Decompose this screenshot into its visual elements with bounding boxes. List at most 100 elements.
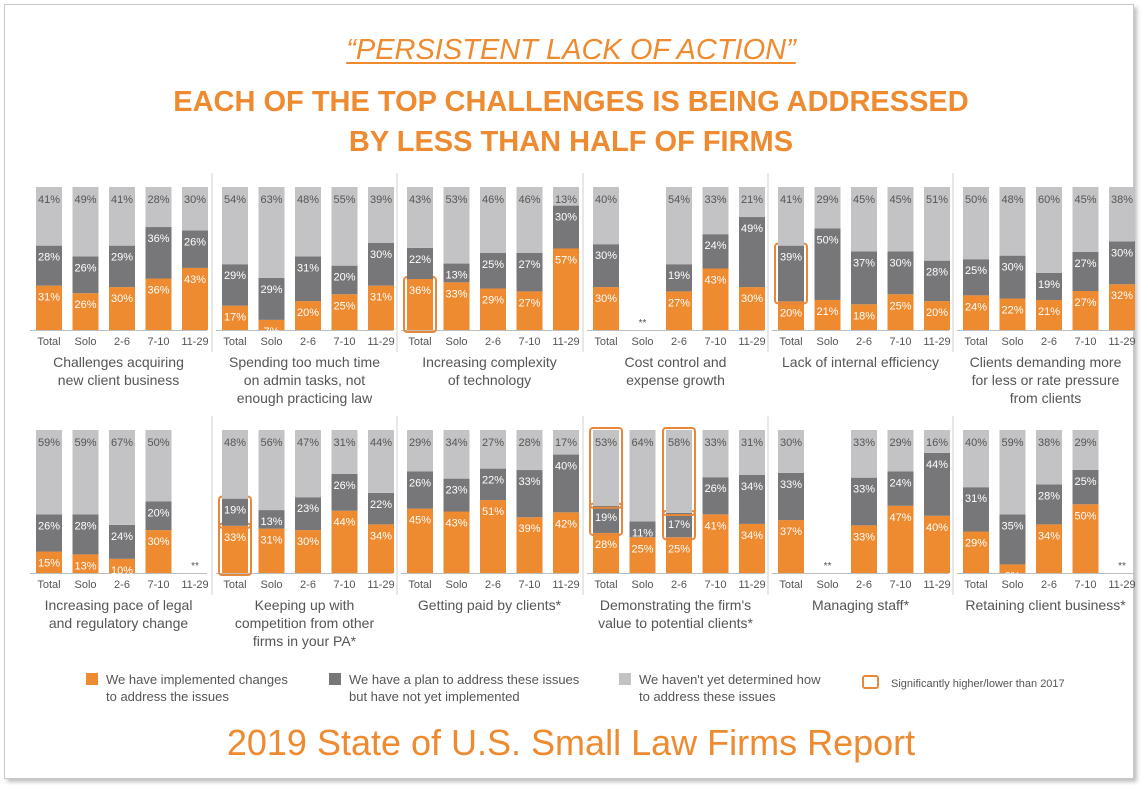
legend-swatch-highlight [862, 675, 879, 689]
insufficient-data-marker: ** [191, 561, 199, 572]
data-label: 41% [111, 194, 133, 206]
data-label: 13% [555, 194, 577, 206]
data-label: 28% [595, 539, 617, 551]
data-label: 29% [965, 538, 987, 550]
bar-segment-implemented [1036, 524, 1062, 573]
category-tick-label: 2-6 [485, 579, 501, 591]
data-label: 19% [595, 512, 617, 524]
data-label: 28% [147, 194, 169, 206]
bar-segment-implemented [963, 295, 989, 330]
category-tick-label: 11-29 [552, 336, 579, 348]
data-label: 25% [631, 543, 653, 555]
data-label: 24% [111, 531, 133, 543]
data-label: 34% [445, 437, 467, 449]
category-tick-label: Solo [816, 336, 838, 348]
bar-segment-implemented [887, 505, 914, 573]
data-label: 27% [482, 437, 504, 449]
data-label: 11% [632, 528, 653, 540]
data-label: 53% [595, 437, 617, 449]
bar-segment-undetermined [182, 187, 208, 231]
data-label: 60% [1038, 194, 1060, 206]
data-label: 24% [965, 301, 987, 313]
bar-segment-undetermined [516, 430, 543, 471]
category-tick-label: Total [779, 336, 802, 348]
data-label: 27% [668, 297, 690, 309]
bar-segment-implemented [1072, 291, 1099, 330]
bar-segment-undetermined [553, 430, 579, 455]
data-label: 30% [1001, 262, 1023, 274]
category-tick-label: 7-10 [889, 579, 911, 591]
data-label: 23% [445, 485, 467, 497]
panel-title: Lack of internal efficiency [782, 354, 939, 370]
data-label: 13% [445, 270, 467, 282]
category-tick-label: 7-10 [518, 336, 540, 348]
data-label: 31% [741, 437, 763, 449]
data-label: 25% [668, 543, 690, 555]
bar-segment-plan [666, 264, 692, 292]
bar-segment-plan [553, 454, 579, 513]
chart-title-line-1: EACH OF THE TOP CHALLENGES IS BEING ADDR… [173, 86, 969, 118]
bar-segment-plan [145, 227, 172, 279]
category-tick-label: 2-6 [114, 336, 130, 348]
data-label: 18% [853, 310, 875, 322]
bar-segment-implemented [593, 532, 619, 573]
category-tick-label: Total [223, 336, 246, 348]
category-tick-label: Total [408, 336, 431, 348]
category-tick-label: Total [964, 579, 987, 591]
bar-segment-undetermined [666, 430, 692, 513]
data-label: 47% [889, 512, 911, 524]
bar-segment-implemented [739, 287, 765, 330]
data-label: 26% [38, 520, 60, 532]
bar-segment-undetermined [295, 187, 321, 257]
category-tick-label: Solo [445, 336, 467, 348]
bar-segment-undetermined [887, 430, 914, 472]
category-tick-label: 11-29 [738, 579, 765, 591]
bar-segment-plan [702, 477, 729, 515]
legend-plan-line-2: but have not yet implemented [349, 689, 520, 704]
bar-segment-implemented [331, 294, 358, 330]
category-tick-label: 7-10 [518, 579, 540, 591]
category-tick-label: 11-29 [367, 336, 394, 348]
bar-segment-implemented [407, 279, 433, 330]
data-label: 30% [297, 536, 319, 548]
category-tick-label: 11-29 [738, 336, 765, 348]
data-label: 30% [370, 249, 392, 261]
legend-plan: We have a plan to address these issues b… [349, 671, 579, 705]
bar-segment-implemented [516, 291, 543, 330]
data-label: 29% [260, 284, 282, 296]
bar-segment-plan [1036, 272, 1062, 300]
data-label: 26% [74, 262, 96, 274]
bar-segment-plan [814, 228, 841, 300]
data-label: 46% [482, 194, 504, 206]
category-tick-label: 11-29 [367, 579, 394, 591]
bar-segment-undetermined [222, 430, 248, 499]
data-label: 20% [147, 508, 169, 520]
data-label: 48% [224, 437, 246, 449]
data-label: 13% [260, 516, 282, 528]
bar-segment-implemented [36, 285, 62, 330]
data-label: 16% [926, 437, 948, 449]
data-label: 30% [780, 437, 802, 449]
bar-segment-plan [407, 247, 433, 280]
bar-segment-implemented [702, 268, 729, 330]
bar-segment-implemented [443, 511, 470, 573]
bar-segment-implemented [36, 551, 62, 573]
category-tick-label: 11-29 [181, 579, 208, 591]
data-label: 35% [1001, 520, 1023, 532]
data-label: 27% [518, 297, 540, 309]
data-label: 40% [555, 461, 577, 473]
bar-segment-implemented [222, 525, 248, 573]
bar-segment-undetermined [1109, 187, 1135, 242]
bar-segment-undetermined [72, 187, 99, 257]
bar-segment-implemented [999, 564, 1026, 573]
data-label: 51% [926, 194, 948, 206]
bar-segment-plan [480, 252, 506, 289]
bar-segment-undetermined [851, 430, 877, 478]
data-label: 50% [1074, 510, 1096, 522]
data-label: 28% [38, 252, 60, 264]
data-label: 25% [1074, 476, 1096, 488]
data-label: 6% [1005, 570, 1021, 582]
category-tick-label: 11-29 [1108, 336, 1135, 348]
bar-segment-plan [331, 265, 358, 295]
data-label: 30% [595, 250, 617, 262]
